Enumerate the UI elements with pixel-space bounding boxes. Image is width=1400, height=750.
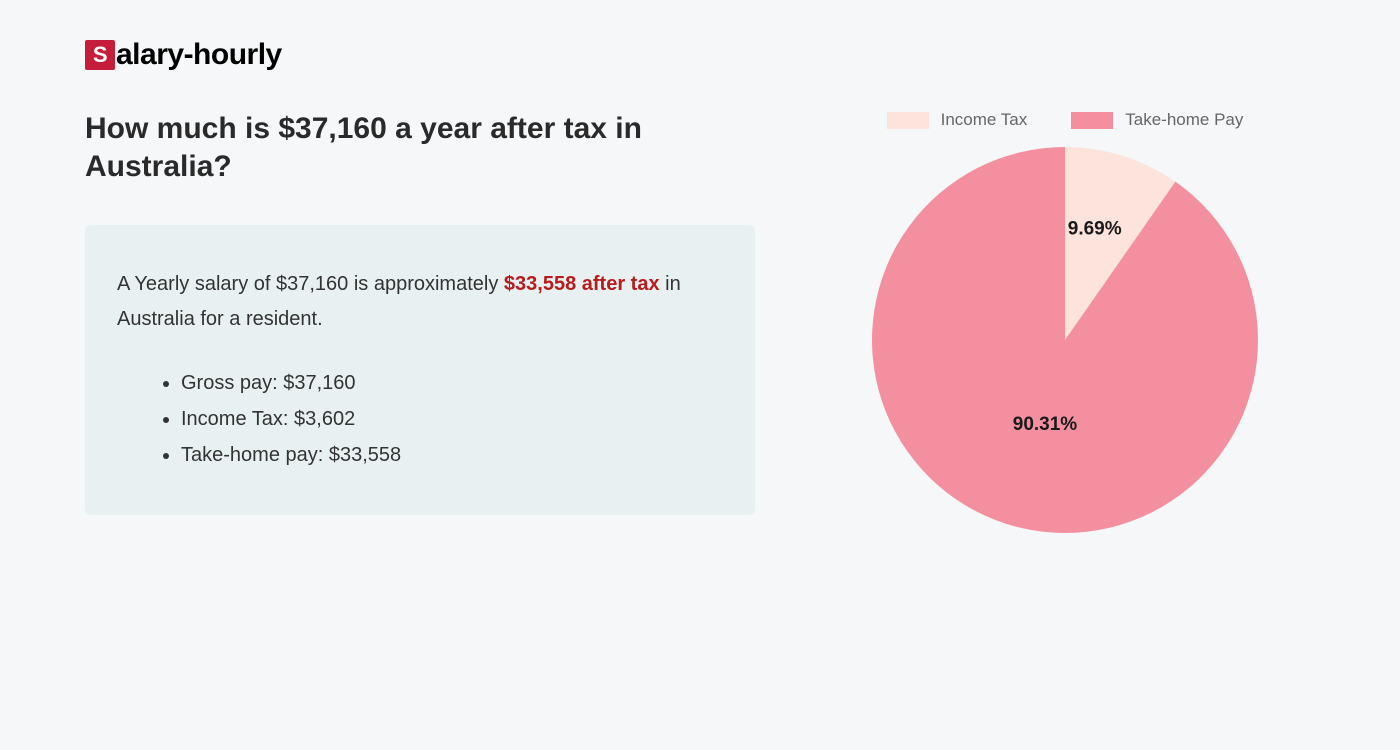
bullet-gross: Gross pay: $37,160 [181,365,723,401]
summary-prefix: A Yearly salary of $37,160 is approximat… [117,273,504,295]
logo-text: alary-hourly [116,38,282,72]
summary-bullets: Gross pay: $37,160 Income Tax: $3,602 Ta… [117,365,723,473]
summary-highlight: $33,558 after tax [504,273,660,295]
bullet-takehome: Take-home pay: $33,558 [181,437,723,473]
summary-text: A Yearly salary of $37,160 is approximat… [117,267,723,337]
legend-label-income-tax: Income Tax [941,110,1028,130]
bullet-tax: Income Tax: $3,602 [181,401,723,437]
page-title: How much is $37,160 a year after tax in … [85,110,755,187]
pie-slice-label: 90.31% [1013,414,1078,435]
legend-label-takehome: Take-home Pay [1125,110,1243,130]
summary-box: A Yearly salary of $37,160 is approximat… [85,225,755,515]
legend-item-income-tax: Income Tax [887,110,1028,130]
pie-chart: 9.69% 90.31% [865,140,1265,540]
legend-swatch-income-tax [887,112,929,129]
site-logo: Salary-hourly [85,38,1315,72]
pie-slice [872,147,1258,533]
logo-badge: S [85,40,115,70]
legend-swatch-takehome [1071,112,1113,129]
legend-item-takehome: Take-home Pay [1071,110,1243,130]
chart-legend: Income Tax Take-home Pay [835,110,1315,130]
pie-slice-label: 9.69% [1068,219,1122,240]
